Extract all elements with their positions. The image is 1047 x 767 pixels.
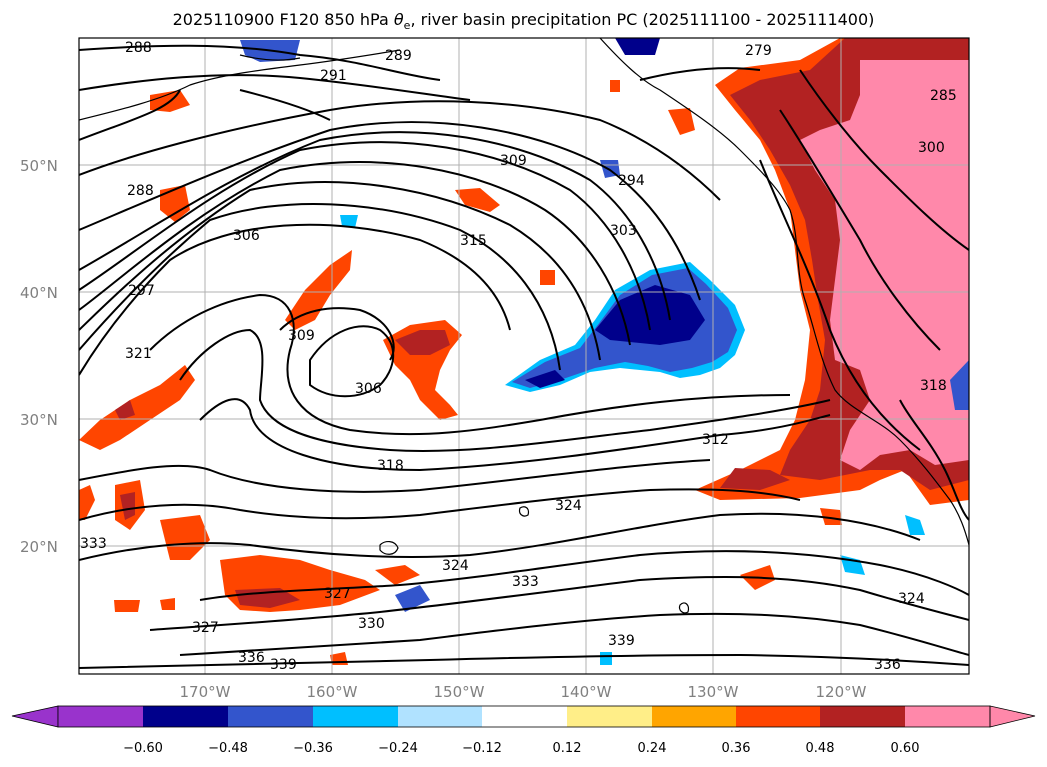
colorbar-bin [820,706,905,727]
svg-text:324: 324 [442,558,469,574]
svg-text:318: 318 [377,458,404,474]
svg-text:333: 333 [80,536,107,552]
svg-text:150°W: 150°W [434,683,485,701]
svg-text:−0.12: −0.12 [462,741,502,756]
svg-text:306: 306 [355,381,382,397]
svg-text:279: 279 [745,43,772,59]
svg-text:120°W: 120°W [816,683,867,701]
colorbar-bin [567,706,652,727]
svg-text:315: 315 [460,233,487,249]
svg-text:130°W: 130°W [688,683,739,701]
svg-text:170°W: 170°W [180,683,231,701]
svg-text:306: 306 [233,228,260,244]
coastline [79,38,969,614]
colorbar-extend-min [11,705,59,728]
svg-text:321: 321 [125,346,152,362]
svg-text:40°N: 40°N [20,284,58,302]
svg-text:333: 333 [512,574,539,590]
svg-text:−0.24: −0.24 [378,741,418,756]
svg-text:327: 327 [192,620,219,636]
colorbar-bin [736,706,820,727]
colorbar-bin [482,706,567,727]
svg-text:30°N: 30°N [20,411,58,429]
svg-text:−0.48: −0.48 [208,741,248,756]
svg-text:20°N: 20°N [20,538,58,556]
svg-text:312: 312 [702,432,729,448]
svg-text:140°W: 140°W [561,683,612,701]
svg-text:339: 339 [608,633,635,649]
colorbar-bin [58,706,143,727]
pc-warm-west-coast [695,38,969,505]
colorbar-bin [398,706,482,727]
svg-text:324: 324 [898,591,925,607]
theta-e-contours [79,44,969,669]
svg-text:0.24: 0.24 [638,741,667,756]
svg-text:160°W: 160°W [307,683,358,701]
colorbar-bin [143,706,228,727]
svg-text:288: 288 [125,40,152,56]
colorbar-bin [228,706,313,727]
svg-text:336: 336 [238,650,265,666]
map-title: 2025110900 F120 850 hPa θe, river basin … [172,10,875,33]
svg-text:318: 318 [920,378,947,394]
colorbar-bin [652,706,736,727]
svg-text:0.48: 0.48 [806,741,835,756]
svg-text:−0.36: −0.36 [293,741,333,756]
lon-tick-labels: 170°W 160°W 150°W 140°W 130°W 120°W [180,683,867,701]
pc-warm-blobs [79,80,842,665]
svg-text:300: 300 [918,140,945,156]
svg-text:303: 303 [610,223,637,239]
svg-text:309: 309 [500,153,527,169]
colorbar-bin [905,706,990,727]
svg-text:327: 327 [324,586,351,602]
colorbar: −0.60 −0.48 −0.36 −0.24 −0.12 0.12 0.24 … [11,705,1036,756]
colorbar-extend-max [989,705,1036,728]
svg-text:291: 291 [320,68,347,84]
svg-text:324: 324 [555,498,582,514]
svg-text:339: 339 [270,657,297,673]
contour-labels: 288 291 289 279 285 300 288 306 297 321 … [80,40,957,673]
svg-text:0.12: 0.12 [553,741,582,756]
svg-text:288: 288 [127,183,154,199]
map-frame [78,37,970,675]
map-gridlines [79,38,969,674]
svg-text:0.60: 0.60 [891,741,920,756]
svg-text:330: 330 [358,616,385,632]
colorbar-tick-labels: −0.60 −0.48 −0.36 −0.24 −0.12 0.12 0.24 … [123,741,919,756]
svg-text:0.36: 0.36 [722,741,751,756]
svg-text:336: 336 [874,657,901,673]
svg-text:−0.60: −0.60 [123,741,163,756]
lat-tick-labels: 50°N 40°N 30°N 20°N [20,157,58,556]
svg-text:309: 309 [288,328,315,344]
svg-text:50°N: 50°N [20,157,58,175]
svg-text:297: 297 [128,283,155,299]
svg-text:294: 294 [618,173,645,189]
colorbar-bin [313,706,398,727]
colorbar-outline [57,705,991,728]
svg-text:289: 289 [385,48,412,64]
map-content: 288 291 289 279 285 300 288 306 297 321 … [79,38,969,674]
svg-text:285: 285 [930,88,957,104]
